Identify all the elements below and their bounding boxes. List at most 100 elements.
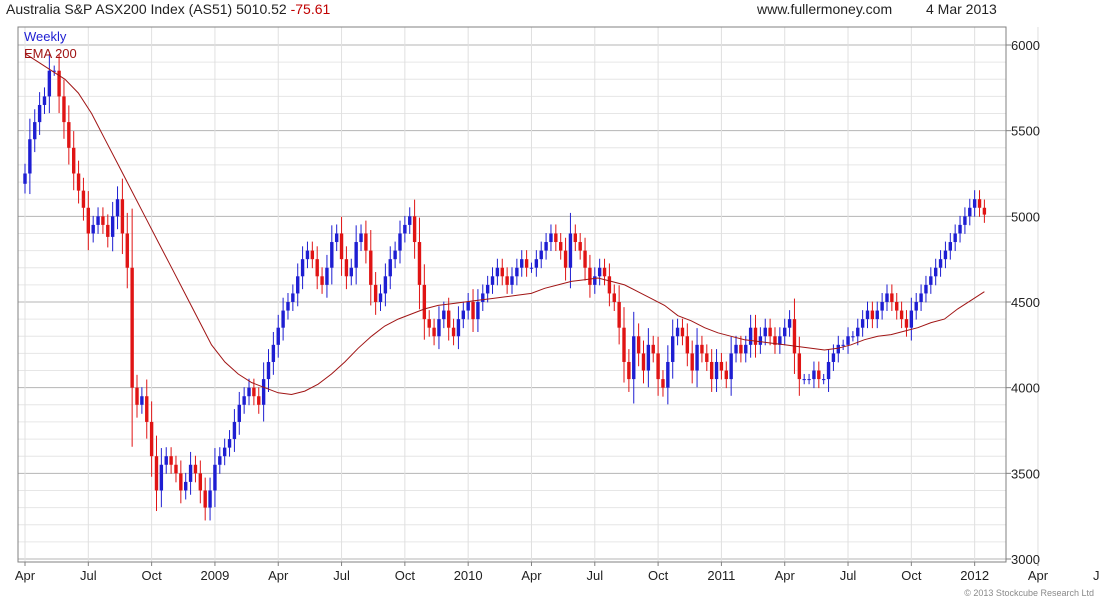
candle-body bbox=[680, 327, 685, 337]
candle-body bbox=[359, 233, 363, 243]
candle bbox=[393, 241, 397, 269]
candle-body bbox=[62, 96, 66, 123]
candle-body bbox=[520, 259, 524, 268]
candle-body bbox=[554, 233, 558, 243]
candle-body bbox=[524, 259, 529, 268]
candle-body bbox=[573, 233, 578, 243]
candle bbox=[339, 216, 344, 276]
candle bbox=[563, 237, 568, 281]
candle-body bbox=[841, 344, 845, 346]
candle bbox=[334, 224, 339, 252]
candle-body bbox=[227, 439, 232, 448]
candle-body bbox=[57, 70, 61, 97]
candle-body bbox=[578, 242, 582, 251]
candle bbox=[753, 314, 758, 358]
candle-body bbox=[383, 276, 388, 294]
candle bbox=[739, 335, 743, 363]
candle bbox=[568, 212, 573, 289]
x-tick-label: 2009 bbox=[200, 568, 229, 583]
candle-body bbox=[495, 267, 500, 277]
candle-body bbox=[110, 216, 115, 237]
candle-body bbox=[510, 276, 514, 285]
candle bbox=[734, 335, 738, 363]
x-axis: Apr Jul Oct 2009 Apr Jul Oct 2010 Apr Jul Oct 2011 A… bbox=[15, 562, 1100, 583]
candle-body bbox=[773, 336, 777, 345]
candle bbox=[773, 327, 777, 354]
candle bbox=[369, 230, 373, 306]
candle bbox=[520, 250, 524, 277]
candle-body bbox=[106, 224, 110, 237]
candle-body bbox=[929, 276, 933, 285]
candle bbox=[213, 448, 217, 508]
candle bbox=[933, 258, 938, 286]
candle bbox=[860, 310, 865, 337]
candle-body bbox=[807, 379, 811, 381]
y-tick-label: 3000 bbox=[1011, 552, 1040, 567]
candle-body bbox=[149, 421, 154, 457]
candle-body bbox=[42, 96, 47, 105]
candle-body bbox=[261, 379, 266, 405]
candle bbox=[680, 318, 685, 346]
candle-body bbox=[632, 336, 636, 380]
candle-body bbox=[456, 319, 461, 337]
candle bbox=[783, 318, 787, 346]
candle-body bbox=[612, 293, 616, 302]
candle bbox=[539, 241, 543, 269]
x-tick-label: Oct bbox=[395, 568, 416, 583]
candle-body bbox=[271, 344, 276, 362]
candle-body bbox=[597, 267, 602, 277]
x-tick-label: Apr bbox=[15, 568, 36, 583]
candle bbox=[559, 233, 563, 260]
candle bbox=[383, 263, 388, 307]
candle-body bbox=[802, 379, 806, 381]
candle bbox=[695, 328, 699, 388]
candle bbox=[291, 284, 295, 311]
candle bbox=[42, 87, 47, 114]
x-tick-label: Apr bbox=[521, 568, 542, 583]
candle-body bbox=[281, 310, 285, 328]
candle bbox=[388, 246, 392, 290]
candle bbox=[159, 448, 164, 508]
candle-body bbox=[446, 310, 451, 328]
candle-body bbox=[821, 379, 826, 381]
x-tick-label: Jul bbox=[840, 568, 857, 583]
candle bbox=[398, 220, 402, 264]
candle-body bbox=[880, 302, 884, 311]
candle-body bbox=[398, 233, 402, 251]
candle-body bbox=[748, 327, 753, 345]
candle bbox=[714, 349, 719, 392]
candle-body bbox=[300, 259, 305, 277]
candle bbox=[826, 349, 831, 392]
candle bbox=[544, 233, 548, 260]
candle bbox=[938, 250, 943, 277]
candle-body bbox=[627, 361, 631, 380]
candle-body bbox=[651, 344, 655, 354]
candle-body bbox=[164, 456, 168, 465]
candle bbox=[442, 301, 446, 329]
candle bbox=[120, 178, 125, 255]
candle bbox=[792, 298, 797, 374]
candle bbox=[242, 387, 246, 414]
candle bbox=[851, 331, 855, 342]
candle bbox=[787, 310, 792, 337]
candle-body bbox=[739, 344, 743, 354]
candle bbox=[529, 262, 534, 273]
candle bbox=[130, 208, 134, 447]
candle bbox=[515, 258, 519, 286]
candle bbox=[466, 293, 470, 320]
candle-body bbox=[130, 267, 134, 388]
candle bbox=[145, 379, 149, 439]
candle-body bbox=[515, 267, 519, 277]
site-url: www.fullermoney.com bbox=[757, 1, 893, 17]
candle-body bbox=[797, 353, 802, 380]
candle-body bbox=[856, 327, 860, 337]
y-tick-label: 4500 bbox=[1011, 295, 1040, 310]
candle-body bbox=[412, 216, 417, 243]
candle-body bbox=[403, 224, 407, 234]
candle-body bbox=[705, 353, 709, 362]
x-tick-label: Apr bbox=[268, 568, 289, 583]
candle-body bbox=[369, 250, 373, 285]
x-tick-label: Apr bbox=[775, 568, 796, 583]
candle bbox=[476, 289, 480, 332]
candle bbox=[154, 435, 159, 512]
